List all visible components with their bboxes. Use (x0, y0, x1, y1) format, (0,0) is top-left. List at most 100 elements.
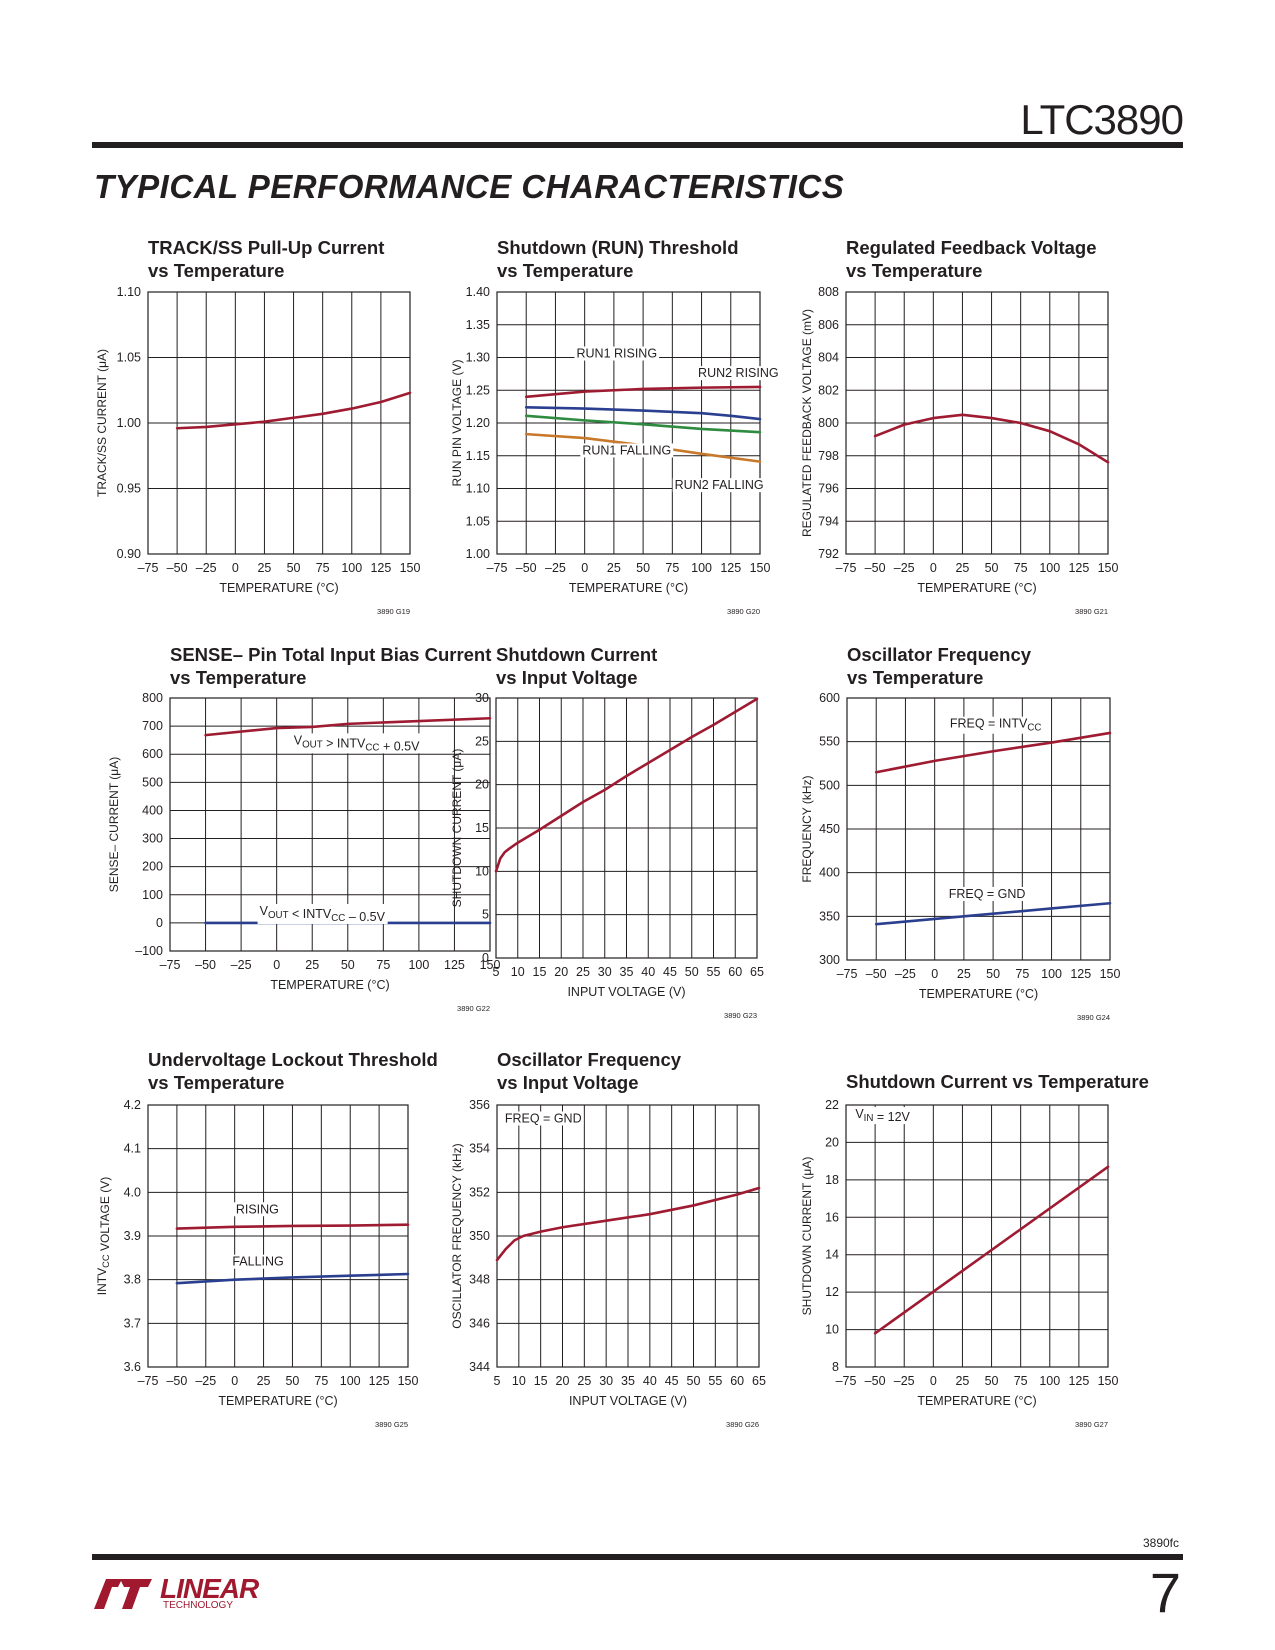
y-tick-label: 794 (818, 514, 839, 528)
x-tick-label: 0 (581, 561, 588, 575)
x-tick-label: 50 (341, 958, 355, 972)
y-tick-label: 800 (142, 691, 163, 705)
x-tick-label: 15 (533, 965, 547, 979)
chart-plot: 5 10 15 20 25 30 35 40 45 50 55 60 65051015202530INP… (450, 691, 764, 1020)
header-rule (92, 142, 1183, 148)
y-tick-label: 400 (819, 866, 840, 880)
y-tick-label: 798 (818, 449, 839, 463)
chart-3: Regulated Feedback Voltage vs Temperature… (795, 236, 1138, 634)
x-tick-label: 35 (621, 1374, 635, 1388)
x-tick-label: 30 (598, 965, 612, 979)
x-tick-label: –75 (138, 561, 159, 575)
x-tick-label: 0 (273, 958, 280, 972)
annotation-label: RISING (236, 1202, 279, 1216)
x-axis-label: TEMPERATURE (°C) (219, 581, 338, 595)
x-tick-label: 60 (730, 1374, 744, 1388)
annotation-label: FALLING (232, 1255, 283, 1269)
chart-title-line: Shutdown (RUN) Threshold (497, 237, 739, 258)
x-tick-label: 15 (534, 1374, 548, 1388)
y-axis-label: SENSE– CURRENT (μA) (107, 757, 121, 892)
y-tick-label: 3.9 (124, 1229, 141, 1243)
x-tick-label: 150 (480, 958, 501, 972)
x-tick-label: 20 (554, 965, 568, 979)
y-tick-label: 600 (819, 691, 840, 705)
x-tick-label: 40 (641, 965, 655, 979)
y-tick-label: 200 (142, 860, 163, 874)
series-line (175, 1223, 410, 1230)
x-tick-label: 125 (1068, 561, 1089, 575)
chart-title: Oscillator Frequency vs Temperature (847, 643, 1031, 689)
figure-id: 3890 G21 (1075, 607, 1108, 616)
annotation-backing (574, 346, 660, 361)
series-line (524, 405, 762, 421)
x-tick-label: 50 (285, 1374, 299, 1388)
series-line (495, 1186, 761, 1262)
y-tick-label: 600 (142, 747, 163, 761)
chart-2: Shutdown (RUN) Threshold vs Temperature –7… (445, 236, 790, 634)
x-axis-label: TEMPERATURE (°C) (569, 581, 688, 595)
x-tick-label: 25 (576, 965, 590, 979)
y-tick-label: 356 (469, 1098, 490, 1112)
x-tick-label: 60 (728, 965, 742, 979)
chart-plot: –75 –50 –25 0 25 50 75 100 125 150 0.90 0.95 1.00 1.0… (95, 285, 420, 616)
y-tick-label: 346 (469, 1316, 490, 1330)
x-tick-label: 10 (512, 1374, 526, 1388)
x-tick-label: 100 (1041, 967, 1062, 981)
chart-title: Oscillator Frequency vs Input Voltage (497, 1048, 681, 1094)
y-tick-label: 1.00 (466, 547, 490, 561)
chart-plot: –75 –50 –25 0 25 50 75 100 125 150 300 350 400 450 500… (800, 691, 1120, 1022)
x-tick-label: 55 (707, 965, 721, 979)
chart-title-line: vs Temperature (497, 260, 634, 281)
x-tick-label: 100 (340, 1374, 361, 1388)
y-tick-label: 1.05 (466, 514, 490, 528)
y-tick-label: 10 (475, 864, 489, 878)
x-tick-label: 5 (494, 1374, 501, 1388)
chart-plot: –75 –50 –25 0 25 50 75 100 125 150 3.6 3.7 3.8 3.9 4.0… (95, 1098, 418, 1429)
figure-id: 3890 G20 (727, 607, 760, 616)
y-tick-label: 0 (156, 916, 163, 930)
x-tick-label: 25 (955, 561, 969, 575)
x-axis-label: TEMPERATURE (°C) (270, 978, 389, 992)
y-tick-label: 25 (475, 734, 489, 748)
chart-title: SENSE– Pin Total Input Bias Current vs Te… (170, 643, 491, 689)
x-tick-label: 100 (691, 561, 712, 575)
x-tick-label: –25 (231, 958, 252, 972)
x-tick-label: –75 (160, 958, 181, 972)
linear-logo-icon (94, 1579, 152, 1609)
page-number: 7 (1149, 1561, 1181, 1624)
annotation-label: FREQ = INTVCC (950, 717, 1042, 734)
plot-frame (496, 1104, 760, 1368)
y-axis-label: FREQUENCY (kHz) (800, 775, 814, 882)
x-tick-label: 30 (599, 1374, 613, 1388)
y-tick-label: 450 (819, 822, 840, 836)
x-tick-label: 75 (376, 958, 390, 972)
logo-subtext: TECHNOLOGY (163, 1600, 234, 1611)
x-tick-label: 45 (663, 965, 677, 979)
chart-plot: –75 –50 –25 0 25 50 75 100 125 150 792 794 796 798 800… (800, 285, 1118, 616)
y-tick-label: 350 (819, 909, 840, 923)
y-tick-label: 4.2 (124, 1098, 141, 1112)
x-axis-label: TEMPERATURE (°C) (917, 581, 1036, 595)
x-tick-label: 50 (986, 967, 1000, 981)
x-tick-label: 125 (370, 561, 391, 575)
x-tick-label: 50 (685, 965, 699, 979)
annotation-label: VIN = 12V (855, 1107, 910, 1124)
x-tick-label: 50 (636, 561, 650, 575)
x-tick-label: 50 (985, 561, 999, 575)
chart-5: Shutdown Current vs Input Voltage 5 10 15 20 2… (445, 643, 787, 1038)
y-tick-label: 0 (482, 951, 489, 965)
annotation-label: RUN2 RISING (698, 366, 779, 380)
x-tick-label: 75 (1014, 1374, 1028, 1388)
plot-frame (169, 697, 491, 952)
x-tick-label: 65 (750, 965, 764, 979)
plot-frame (845, 1104, 1109, 1368)
chart-title: TRACK/SS Pull-Up Current vs Temperature (148, 236, 384, 282)
x-tick-label: 50 (985, 1374, 999, 1388)
figure-id: 3890 G24 (1077, 1013, 1110, 1022)
y-tick-label: 500 (142, 775, 163, 789)
chart-6: Oscillator Frequency vs Temperature –75 –50… (795, 643, 1140, 1040)
chart-title-line: vs Input Voltage (497, 1072, 639, 1093)
annotation-label: RUN2 FALLING (675, 478, 764, 492)
annotation-label: FREQ = GND (949, 887, 1026, 901)
figure-id: 3890 G25 (375, 1420, 408, 1429)
